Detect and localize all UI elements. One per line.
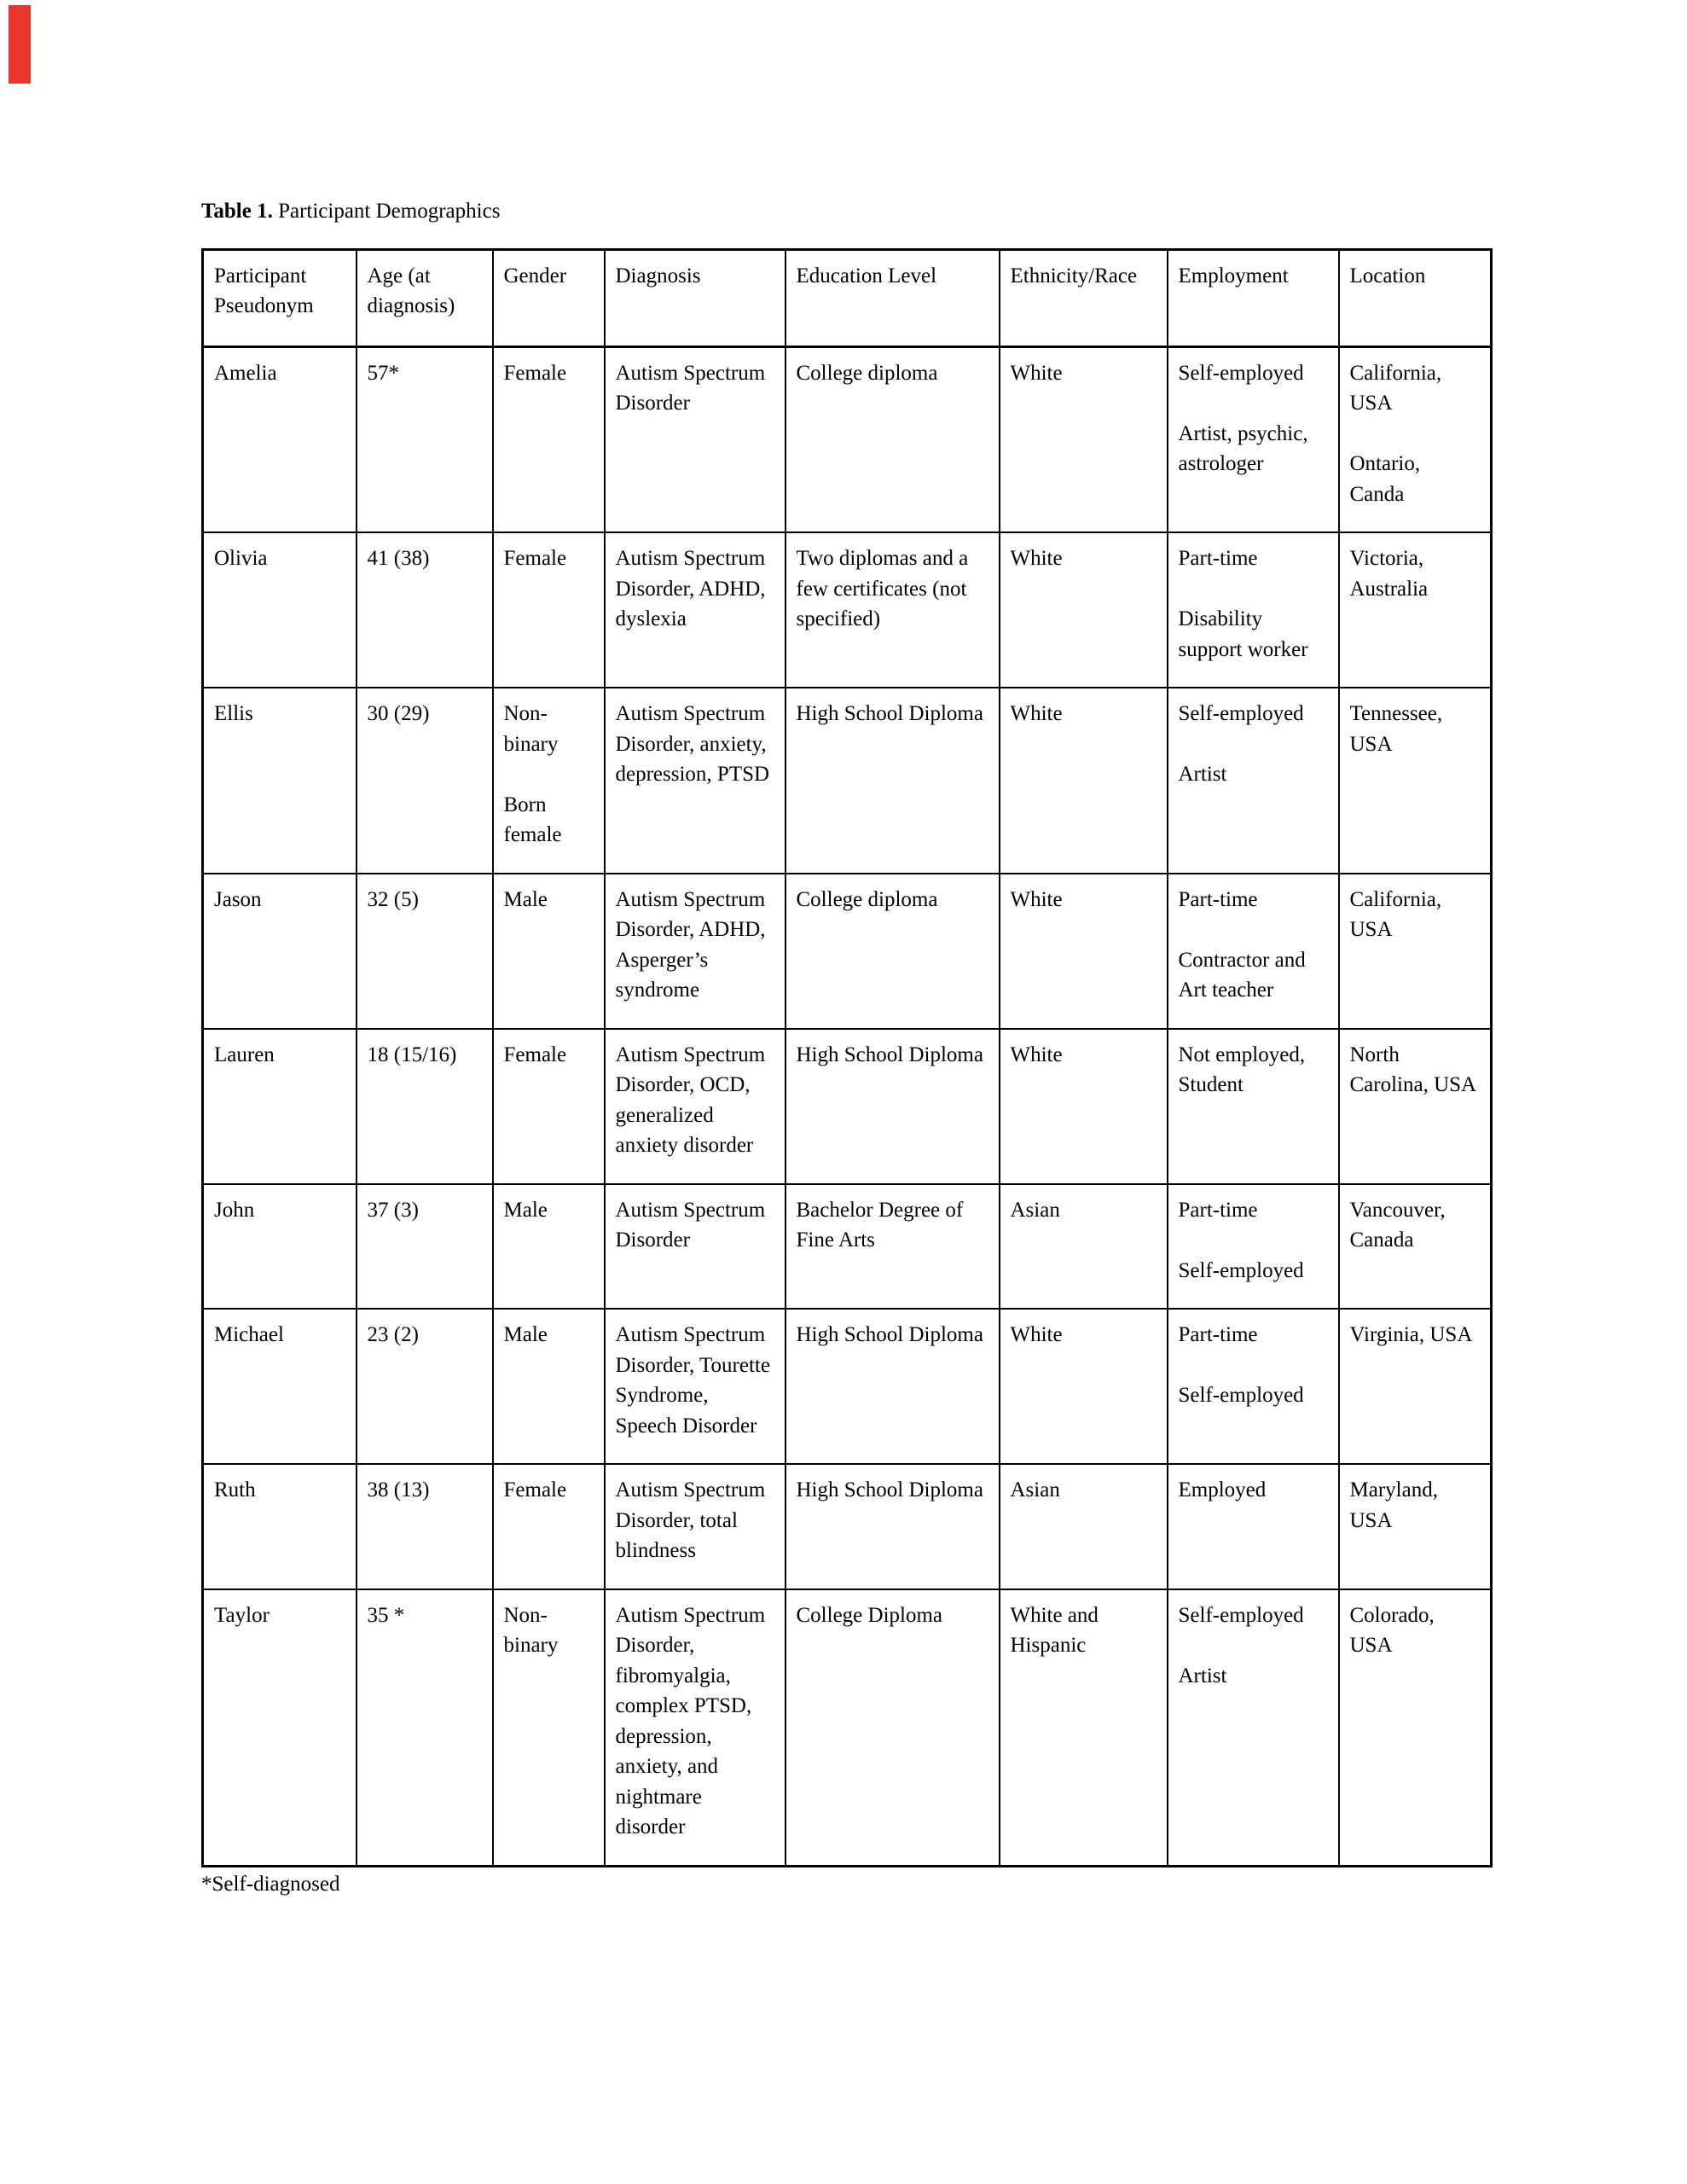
table-cell: Female — [491, 1027, 606, 1185]
table-cell: Ruth — [201, 1463, 357, 1590]
table-cell: Autism Spectrum Disorder, fibromyalgia, … — [603, 1588, 786, 1867]
table-cell: Not employed, Student — [1166, 1027, 1340, 1185]
table-footnote: *Self-diagnosed — [201, 1872, 340, 1896]
table-cell: Autism Spectrum Disorder, total blindnes… — [603, 1463, 786, 1590]
table-row: John 37 (3) Male Autism Spectrum Disorder Ba… — [201, 1182, 1493, 1310]
table-cell: White — [998, 687, 1168, 874]
table-cell: Autism Spectrum Disorder, anxiety, depre… — [603, 687, 786, 874]
table-cell: 23 (2) — [355, 1308, 494, 1465]
table-cell: Autism Spectrum Disorder — [603, 1182, 786, 1310]
table-cell: 37 (3) — [355, 1182, 494, 1310]
table-cell: Virginia, USA — [1337, 1308, 1493, 1465]
table-cell: Autism Spectrum Disorder — [603, 346, 786, 533]
table-cell: Self-employed Artist, psychic, astrologe… — [1166, 346, 1340, 533]
table-cell: Autism Spectrum Disorder, ADHD, Asperger… — [603, 872, 786, 1030]
table-cell: North Carolina, USA — [1337, 1027, 1493, 1185]
table-cell: 38 (13) — [355, 1463, 494, 1590]
table-cell: Asian — [998, 1182, 1168, 1310]
column-header: Employment — [1166, 248, 1340, 348]
table-title-text: Participant Demographics — [272, 200, 501, 223]
table-cell: Part-time Contractor and Art teacher — [1166, 872, 1340, 1030]
demographics-table: Participant Pseudonym Age (at diagnosis) G… — [201, 247, 1493, 1867]
column-header: Diagnosis — [603, 248, 786, 348]
red-bookmark-bar — [9, 5, 31, 84]
table-cell: Olivia — [201, 531, 357, 688]
table-cell: Lauren — [201, 1027, 357, 1185]
table-cell: Colorado, USA — [1337, 1588, 1493, 1867]
table-cell: 57* — [355, 346, 494, 533]
table-cell: College diploma — [784, 346, 1000, 533]
table-cell: 32 (5) — [355, 872, 494, 1030]
table-cell: Two diplomas and a few certificates (not… — [784, 531, 1000, 688]
table-cell: Bachelor Degree of Fine Arts — [784, 1182, 1000, 1310]
table-cell: Self-employed Artist — [1166, 1588, 1340, 1867]
table-row: Jason 32 (5) Male Autism Spectrum Disorder,… — [201, 872, 1493, 1030]
column-header: Ethnicity/Race — [998, 248, 1168, 348]
table-cell: Vancouver, Canada — [1337, 1182, 1493, 1310]
table-row: Michael 23 (2) Male Autism Spectrum Disorde… — [201, 1308, 1493, 1465]
table-title-label: Table 1. — [201, 200, 273, 223]
table-cell: Self-employed Artist — [1166, 687, 1340, 874]
table-cell: Male — [491, 1308, 606, 1465]
table-cell: Part-time Self-employed — [1166, 1308, 1340, 1465]
table-body: Amelia 57* Female Autism Spectrum Disorder C… — [201, 346, 1493, 1867]
header-row: Participant Pseudonym Age (at diagnosis) G… — [201, 248, 1493, 348]
table-cell: High School Diploma — [784, 1463, 1000, 1590]
table-row: Taylor 35 * Non-binary Autism Spectrum Diso… — [201, 1588, 1493, 1867]
column-header: Education Level — [784, 248, 1000, 348]
table-cell: Male — [491, 1182, 606, 1310]
table-row: Lauren 18 (15/16) Female Autism Spectrum Di… — [201, 1027, 1493, 1185]
table-cell: High School Diploma — [784, 687, 1000, 874]
table-cell: Autism Spectrum Disorder, OCD, generaliz… — [603, 1027, 786, 1185]
column-header: Age (at diagnosis) — [355, 248, 494, 348]
table-row: Olivia 41 (38) Female Autism Spectrum Disor… — [201, 531, 1493, 688]
table-cell: Tennessee, USA — [1337, 687, 1493, 874]
table-cell: Asian — [998, 1463, 1168, 1590]
table-cell: White — [998, 531, 1168, 688]
column-header: Gender — [491, 248, 606, 348]
table-cell: Victoria, Australia — [1337, 531, 1493, 688]
table-cell: 35 * — [355, 1588, 494, 1867]
table-cell: High School Diploma — [784, 1308, 1000, 1465]
column-header: Location — [1337, 248, 1493, 348]
table-cell: Autism Spectrum Disorder, ADHD, dyslexia — [603, 531, 786, 688]
table-cell: Part-time Disability support worker — [1166, 531, 1340, 688]
table-cell: College Diploma — [784, 1588, 1000, 1867]
table-cell: Autism Spectrum Disorder, Tourette Syndr… — [603, 1308, 786, 1465]
table-cell: Part-time Self-employed — [1166, 1182, 1340, 1310]
table-cell: White — [998, 1308, 1168, 1465]
table-row: Ellis 30 (29) Non-binary Born female Autism… — [201, 687, 1493, 874]
table-cell: Taylor — [201, 1588, 357, 1867]
table-cell: Ellis — [201, 687, 357, 874]
table-cell: John — [201, 1182, 357, 1310]
table-cell: Non-binary Born female — [491, 687, 606, 874]
table-cell: California, USA — [1337, 872, 1493, 1030]
table-cell: 30 (29) — [355, 687, 494, 874]
table-cell: College diploma — [784, 872, 1000, 1030]
table-cell: Michael — [201, 1308, 357, 1465]
table-cell: White — [998, 1027, 1168, 1185]
table-cell: High School Diploma — [784, 1027, 1000, 1185]
table-cell: Jason — [201, 872, 357, 1030]
table-row: Amelia 57* Female Autism Spectrum Disorder C… — [201, 346, 1493, 533]
table-cell: 18 (15/16) — [355, 1027, 494, 1185]
table-cell: 41 (38) — [355, 531, 494, 688]
table-header: Participant Pseudonym Age (at diagnosis) G… — [201, 248, 1493, 348]
column-header: Participant Pseudonym — [201, 248, 357, 348]
table-cell: Female — [491, 531, 606, 688]
table-cell: California, USA Ontario, Canda — [1337, 346, 1493, 533]
table-cell: Employed — [1166, 1463, 1340, 1590]
table-cell: Female — [491, 1463, 606, 1590]
table-title: Table 1. Participant Demographics — [201, 198, 1490, 226]
table-row: Ruth 38 (13) Female Autism Spectrum Disorde… — [201, 1463, 1493, 1590]
table-cell: Non-binary — [491, 1588, 606, 1867]
table-cell: White and Hispanic — [998, 1588, 1168, 1867]
table-cell: White — [998, 872, 1168, 1030]
table-cell: Female — [491, 346, 606, 533]
table-cell: Maryland, USA — [1337, 1463, 1493, 1590]
table-cell: Male — [491, 872, 606, 1030]
table-cell: White — [998, 346, 1168, 533]
table-cell: Amelia — [201, 346, 357, 533]
